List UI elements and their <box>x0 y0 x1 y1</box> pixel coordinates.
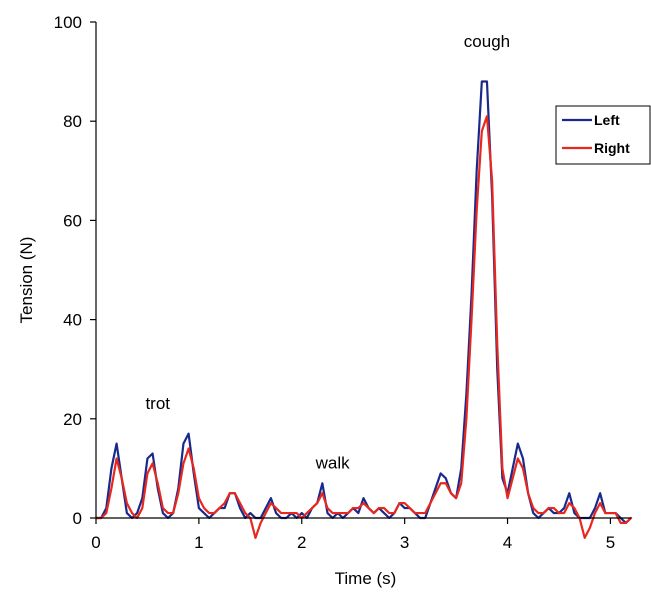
series-line-right <box>96 115 633 539</box>
legend-label-right: Right <box>594 140 630 156</box>
legend-label-left: Left <box>594 112 620 128</box>
x-axis-title: Time (s) <box>335 569 397 588</box>
x-tick-label: 0 <box>91 533 100 552</box>
axes: 0 20 40 60 80 100 0 1 2 3 4 5 Time (s) Tension (N) <box>17 13 631 588</box>
legend-box <box>555 105 651 165</box>
annotation-trot: trot <box>145 394 170 413</box>
y-tick-label: 0 <box>73 509 82 528</box>
x-tick-label: 4 <box>503 533 512 552</box>
y-tick-label: 20 <box>63 410 82 429</box>
plot-area <box>96 80 633 539</box>
y-tick-label: 60 <box>63 211 82 230</box>
y-axis-title: Tension (N) <box>17 237 36 324</box>
annotations: trot walk cough <box>145 32 510 473</box>
x-tick-label: 5 <box>606 533 615 552</box>
x-tick-label: 3 <box>400 533 409 552</box>
y-tick-label: 100 <box>54 13 82 32</box>
annotation-walk: walk <box>315 453 351 472</box>
x-tick-label: 2 <box>297 533 306 552</box>
y-tick-label: 40 <box>63 311 82 330</box>
annotation-cough: cough <box>464 32 510 51</box>
y-tick-label: 80 <box>63 112 82 131</box>
x-tick-label: 1 <box>194 533 203 552</box>
legend: Left Right <box>555 105 651 165</box>
series-line-left <box>96 80 633 525</box>
